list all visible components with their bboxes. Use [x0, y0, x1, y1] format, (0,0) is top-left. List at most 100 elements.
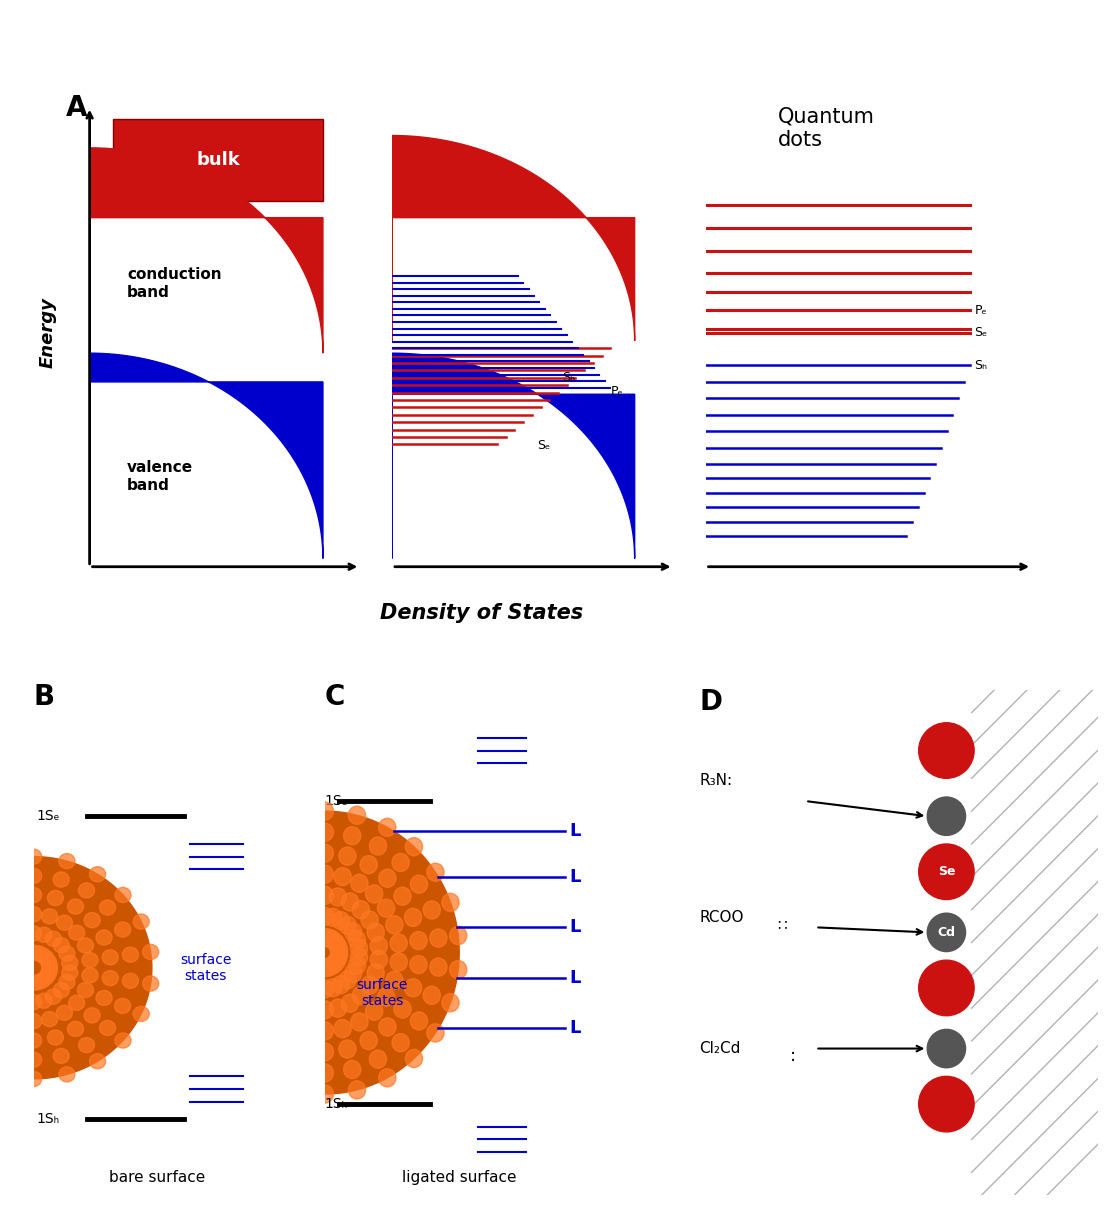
Text: L: L: [570, 968, 581, 987]
Circle shape: [316, 823, 334, 841]
Text: 1Sₑ: 1Sₑ: [36, 809, 59, 823]
Circle shape: [339, 971, 356, 989]
Circle shape: [351, 1013, 368, 1031]
Circle shape: [361, 976, 379, 994]
Text: A: A: [66, 95, 87, 122]
Circle shape: [53, 1048, 69, 1063]
Polygon shape: [90, 148, 323, 354]
Circle shape: [316, 929, 334, 946]
Circle shape: [90, 866, 105, 882]
Circle shape: [26, 1014, 41, 1029]
Circle shape: [371, 950, 388, 968]
Circle shape: [41, 962, 57, 977]
Circle shape: [59, 854, 75, 869]
Circle shape: [333, 912, 349, 930]
Circle shape: [352, 987, 370, 1004]
Circle shape: [379, 818, 395, 837]
Circle shape: [316, 865, 334, 883]
Circle shape: [927, 797, 965, 835]
Text: ∷: ∷: [777, 918, 787, 933]
Circle shape: [53, 983, 69, 998]
Circle shape: [379, 869, 396, 887]
Circle shape: [78, 883, 94, 898]
Circle shape: [115, 887, 131, 903]
Circle shape: [26, 1072, 41, 1087]
Circle shape: [365, 1002, 383, 1020]
Circle shape: [35, 973, 50, 988]
Text: bulk: bulk: [196, 152, 240, 169]
Text: 1Sₕ: 1Sₕ: [36, 1112, 59, 1126]
Circle shape: [84, 1008, 100, 1023]
Circle shape: [348, 1080, 365, 1099]
Circle shape: [330, 941, 347, 960]
Circle shape: [53, 872, 69, 887]
Text: L: L: [570, 867, 581, 886]
Text: Quantum
dots: Quantum dots: [777, 107, 875, 150]
Circle shape: [58, 946, 75, 961]
Circle shape: [325, 908, 342, 926]
Circle shape: [26, 887, 41, 903]
Circle shape: [316, 1000, 334, 1019]
Circle shape: [316, 886, 334, 904]
Text: D: D: [699, 689, 722, 716]
Circle shape: [41, 909, 58, 924]
Circle shape: [58, 975, 75, 989]
Circle shape: [40, 966, 56, 982]
Text: ligated surface: ligated surface: [402, 1170, 516, 1185]
Circle shape: [67, 1021, 84, 1036]
Circle shape: [67, 899, 84, 914]
Circle shape: [430, 958, 447, 976]
Circle shape: [30, 975, 46, 989]
Circle shape: [367, 963, 384, 982]
Circle shape: [927, 1030, 965, 1068]
Circle shape: [45, 931, 62, 946]
Text: R₃N:: R₃N:: [699, 774, 732, 788]
Circle shape: [316, 1021, 334, 1040]
Circle shape: [122, 947, 139, 962]
Text: Sₑ: Sₑ: [538, 439, 551, 452]
Circle shape: [352, 901, 370, 919]
Circle shape: [316, 844, 334, 862]
Circle shape: [30, 946, 46, 961]
Circle shape: [68, 995, 85, 1010]
Circle shape: [345, 923, 362, 941]
Circle shape: [360, 1031, 377, 1050]
Circle shape: [77, 982, 93, 998]
Circle shape: [102, 950, 119, 965]
Circle shape: [102, 971, 119, 986]
Circle shape: [423, 901, 440, 919]
Circle shape: [430, 929, 447, 947]
Text: conduction
band: conduction band: [127, 267, 222, 299]
Circle shape: [38, 970, 54, 986]
Text: L: L: [570, 1019, 581, 1037]
Circle shape: [348, 956, 365, 975]
Circle shape: [394, 1000, 411, 1018]
Circle shape: [316, 979, 334, 998]
Circle shape: [370, 1050, 386, 1068]
Circle shape: [84, 913, 100, 928]
Circle shape: [385, 915, 403, 934]
Circle shape: [918, 844, 974, 899]
Text: Density of States: Density of States: [380, 602, 584, 623]
Circle shape: [344, 827, 361, 845]
Circle shape: [377, 899, 394, 917]
Circle shape: [449, 926, 467, 945]
Circle shape: [133, 1007, 149, 1021]
Circle shape: [328, 935, 345, 954]
Circle shape: [56, 915, 73, 930]
Circle shape: [410, 956, 427, 973]
Circle shape: [326, 955, 343, 973]
Polygon shape: [392, 354, 635, 558]
Circle shape: [918, 1077, 974, 1132]
Text: Pₑ: Pₑ: [974, 303, 987, 317]
Circle shape: [62, 965, 78, 981]
Circle shape: [56, 1005, 73, 1020]
Circle shape: [371, 936, 388, 955]
Circle shape: [47, 891, 64, 906]
Circle shape: [367, 923, 384, 941]
Circle shape: [90, 1053, 105, 1069]
Circle shape: [404, 978, 422, 997]
Text: L: L: [570, 918, 581, 936]
Circle shape: [41, 958, 57, 973]
Circle shape: [115, 1032, 131, 1048]
